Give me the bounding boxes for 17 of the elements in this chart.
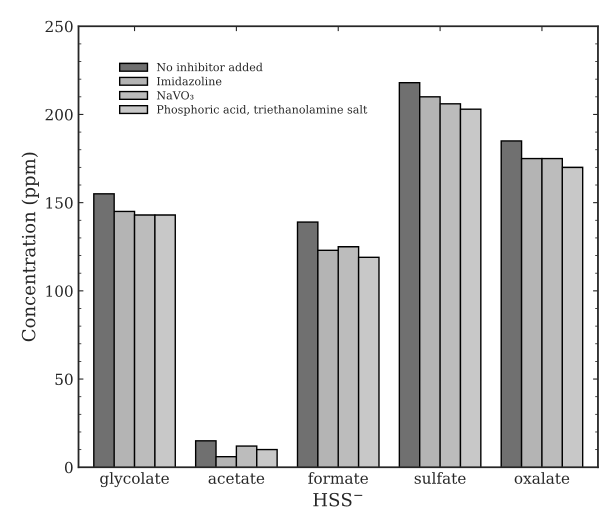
y-tick-label: 200 <box>46 108 73 120</box>
x-tick-label: sulfate <box>414 472 466 484</box>
legend-label: No inhibitor added <box>156 62 263 72</box>
x-tick-label: glycolate <box>100 472 169 488</box>
x-tick-label: formate <box>308 472 368 484</box>
legend-label: NaVO₃ <box>156 91 194 100</box>
y-tick-label: 50 <box>56 374 73 386</box>
y-axis-title: Concentration (ppm) <box>21 152 39 342</box>
y-tick-label: 100 <box>46 285 73 297</box>
y-tick-label: 0 <box>64 462 73 474</box>
y-tick-label: 150 <box>46 197 73 209</box>
legend-label: Phosphoric acid, triethanolamine salt <box>156 104 368 116</box>
y-tick-label: 250 <box>46 20 73 32</box>
legend-label: Imidazoline <box>156 76 222 86</box>
x-axis-title: HSS$^{−}$ <box>313 492 362 507</box>
x-tick-label: oxalate <box>514 472 570 484</box>
x-tick-label: acetate <box>208 473 264 484</box>
